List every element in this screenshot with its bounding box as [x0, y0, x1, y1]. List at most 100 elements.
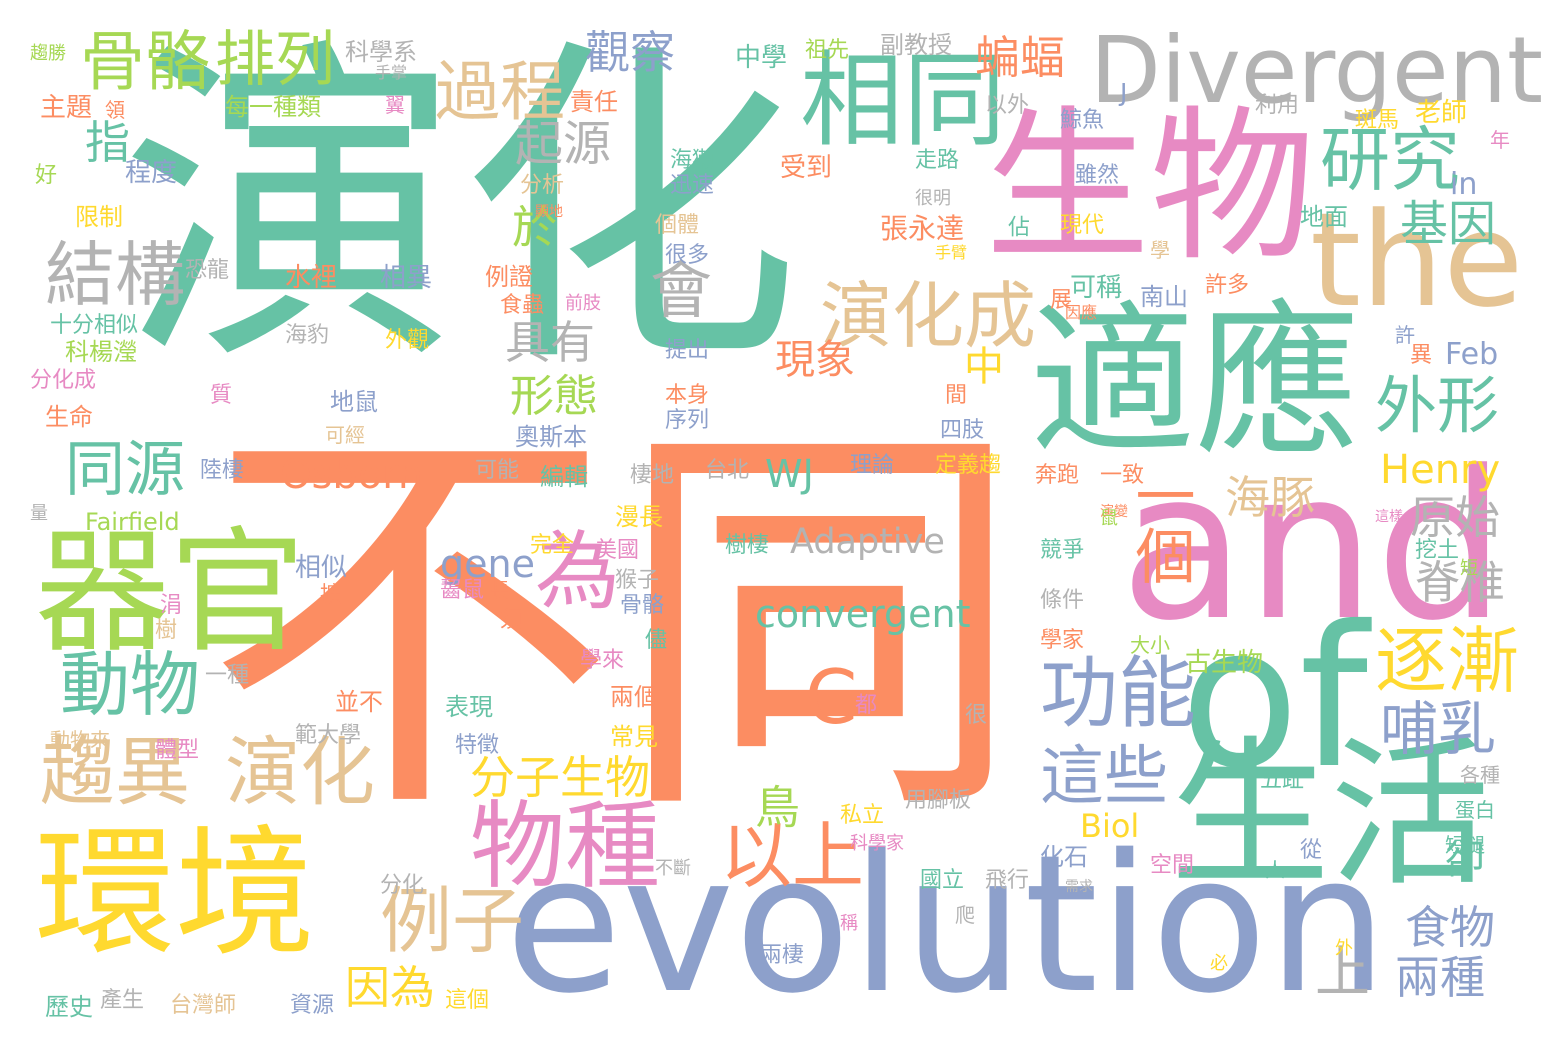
cloud-word: 現代 — [1060, 213, 1105, 238]
cloud-word: 受到 — [780, 153, 833, 183]
cloud-word: 短腿 — [1445, 833, 1485, 857]
cloud-word: 利用 — [1255, 93, 1300, 118]
cloud-word: 過程 — [435, 55, 566, 130]
cloud-word: 人 — [1265, 858, 1285, 882]
cloud-word: Feb — [1445, 337, 1499, 372]
cloud-word: 研究 — [1320, 119, 1460, 201]
cloud-word: 化石 — [1040, 843, 1088, 871]
cloud-word: and — [1120, 428, 1506, 666]
cloud-word: 海豹 — [285, 323, 330, 348]
cloud-word: 適應 — [1030, 286, 1360, 478]
cloud-word: 走路 — [915, 148, 960, 173]
cloud-word: 趨勝 — [30, 43, 66, 64]
cloud-word: 演變 — [1100, 504, 1128, 520]
cloud-word: 好 — [35, 163, 58, 188]
cloud-word: 骨骼 — [620, 593, 665, 618]
cloud-word: 副教授 — [880, 31, 952, 59]
cloud-word: 卻 — [1445, 837, 1485, 883]
cloud-word: 例子 — [380, 879, 525, 963]
cloud-word: 美國 — [595, 538, 640, 563]
cloud-word: 迅速 — [670, 173, 715, 198]
cloud-word: 因應 — [1065, 303, 1098, 322]
cloud-word: 相似 — [295, 553, 348, 583]
cloud-word: 相同 — [800, 41, 1006, 161]
cloud-word: 斑馬 — [1355, 108, 1400, 133]
cloud-word: 逐漸 — [1375, 619, 1520, 703]
cloud-word: 學家 — [1040, 628, 1085, 653]
cloud-word: 外 — [1335, 938, 1353, 959]
cloud-word: 常見 — [610, 723, 658, 751]
cloud-word: 必 — [1210, 953, 1228, 974]
cloud-word: 範大學 — [295, 723, 362, 748]
cloud-word: 歷史 — [45, 993, 93, 1021]
cloud-word: 環境 — [35, 813, 316, 976]
cloud-word: 程度 — [125, 158, 178, 188]
cloud-word: 外觀 — [385, 328, 430, 353]
cloud-word: 結構 — [45, 234, 185, 316]
cloud-word: 五趾 — [1260, 768, 1305, 793]
cloud-word: 台灣師 — [170, 993, 237, 1018]
cloud-word: 限制 — [75, 203, 123, 231]
cloud-word: Adaptive — [790, 522, 945, 562]
cloud-word: 個體 — [655, 213, 700, 238]
cloud-word: 分化成 — [30, 368, 97, 393]
cloud-word: Henry — [1380, 447, 1501, 493]
cloud-word: Osborn — [280, 452, 424, 498]
cloud-word: 異 — [1410, 343, 1433, 368]
cloud-word: 十分相似 — [50, 313, 139, 338]
cloud-word: 科學家 — [850, 833, 904, 854]
cloud-word: 可經 — [325, 423, 365, 447]
cloud-word: 鳥 — [755, 781, 801, 834]
cloud-word: 兩個 — [610, 683, 658, 711]
cloud-word: 食物 — [1405, 901, 1496, 954]
cloud-word: 科學系 — [345, 38, 417, 66]
cloud-word: 間 — [945, 383, 968, 408]
cloud-word: 原始 — [1410, 491, 1501, 544]
cloud-word: evolution — [505, 814, 1388, 1035]
cloud-word: 生活 — [1170, 721, 1491, 908]
cloud-word: 哺乳 — [1380, 695, 1497, 763]
cloud-word: 因為 — [345, 961, 436, 1014]
cloud-word: 理論 — [850, 453, 895, 478]
cloud-word: 奔跑 — [1035, 463, 1080, 488]
cloud-word: 為 — [535, 523, 621, 622]
cloud-word: 老師 — [1415, 98, 1468, 128]
cloud-word: 定義趨 — [935, 453, 1002, 478]
cloud-word: 張永達 — [880, 212, 965, 245]
cloud-word: 每一種類 — [225, 93, 321, 121]
cloud-word: 不同 — [205, 386, 1025, 864]
cloud-word: 四肢 — [940, 418, 985, 443]
cloud-word: 稱 — [840, 913, 858, 934]
cloud-word: 鼠 — [1100, 508, 1118, 529]
cloud-word: 中學 — [735, 43, 788, 73]
cloud-word: 分子生物 — [470, 751, 651, 804]
cloud-word: 條件 — [1040, 588, 1085, 613]
cloud-word: 棲地 — [630, 463, 675, 488]
cloud-word: 量 — [30, 503, 48, 524]
cloud-word: 手臂 — [935, 243, 968, 262]
cloud-word: 樹棲 — [725, 533, 770, 558]
cloud-word: WJ — [765, 452, 814, 496]
cloud-word: 脊椎 — [1415, 556, 1506, 609]
cloud-word: 競爭 — [1040, 538, 1085, 563]
cloud-word: 上 — [1315, 940, 1371, 1004]
cloud-word: 都 — [855, 693, 878, 718]
cloud-word: 演化 — [225, 728, 376, 816]
cloud-word: 南山 — [1140, 283, 1188, 311]
cloud-word: 分析 — [520, 173, 565, 198]
cloud-word: 領 — [105, 98, 125, 122]
cloud-word: of — [1180, 584, 1368, 811]
cloud-word: Divergent — [1090, 17, 1544, 124]
cloud-word: 例證 — [485, 263, 533, 291]
cloud-word: 以上 — [720, 814, 865, 898]
cloud-word: 海獺 — [670, 148, 715, 173]
cloud-word: 佔 — [1004, 215, 1029, 237]
cloud-word: 指 — [85, 116, 131, 169]
cloud-word: 可能 — [475, 458, 520, 483]
cloud-word: 須 — [500, 608, 523, 633]
cloud-word: 展 — [1050, 288, 1073, 313]
cloud-word: the — [1310, 184, 1524, 336]
cloud-word: 生物 — [985, 91, 1315, 283]
cloud-word: 序列 — [665, 408, 710, 433]
cloud-word: 中 — [957, 345, 1003, 385]
